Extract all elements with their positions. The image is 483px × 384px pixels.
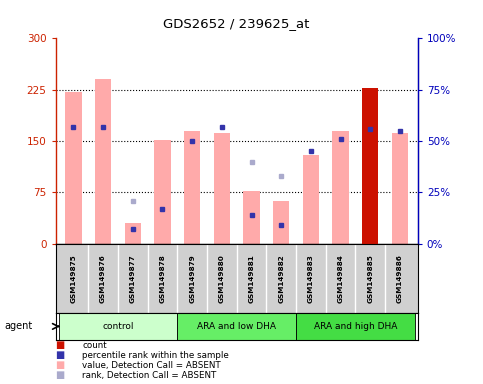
Text: GSM149878: GSM149878 xyxy=(159,254,166,303)
Text: GSM149875: GSM149875 xyxy=(71,254,76,303)
Bar xyxy=(362,88,379,244)
Bar xyxy=(213,133,230,244)
Text: ARA and low DHA: ARA and low DHA xyxy=(197,322,276,331)
Bar xyxy=(303,155,319,244)
Bar xyxy=(58,313,177,340)
Text: GSM149880: GSM149880 xyxy=(219,254,225,303)
Text: GSM149884: GSM149884 xyxy=(338,254,343,303)
Bar xyxy=(95,79,111,244)
Text: control: control xyxy=(102,322,134,331)
Bar xyxy=(184,131,200,244)
Text: GSM149877: GSM149877 xyxy=(130,254,136,303)
Bar xyxy=(296,313,415,340)
Text: GSM149882: GSM149882 xyxy=(278,254,284,303)
Text: ■: ■ xyxy=(56,370,65,380)
Bar xyxy=(125,223,141,244)
Bar xyxy=(332,131,349,244)
Text: ■: ■ xyxy=(56,340,65,350)
Text: GSM149883: GSM149883 xyxy=(308,254,314,303)
Bar xyxy=(177,313,296,340)
Text: GSM149886: GSM149886 xyxy=(397,254,403,303)
Text: count: count xyxy=(82,341,107,350)
Text: rank, Detection Call = ABSENT: rank, Detection Call = ABSENT xyxy=(82,371,216,380)
Text: percentile rank within the sample: percentile rank within the sample xyxy=(82,351,229,360)
Text: GSM149885: GSM149885 xyxy=(367,254,373,303)
Bar xyxy=(154,140,170,244)
Bar xyxy=(392,133,408,244)
Text: GSM149881: GSM149881 xyxy=(249,254,255,303)
Bar xyxy=(273,201,289,244)
Text: ARA and high DHA: ARA and high DHA xyxy=(314,322,397,331)
Bar xyxy=(65,92,82,244)
Bar xyxy=(243,191,260,244)
Text: ■: ■ xyxy=(56,360,65,370)
Text: ■: ■ xyxy=(56,350,65,360)
Text: value, Detection Call = ABSENT: value, Detection Call = ABSENT xyxy=(82,361,221,370)
Text: GDS2652 / 239625_at: GDS2652 / 239625_at xyxy=(163,17,310,30)
Text: GSM149876: GSM149876 xyxy=(100,254,106,303)
Text: GSM149879: GSM149879 xyxy=(189,254,195,303)
Text: agent: agent xyxy=(5,321,33,331)
